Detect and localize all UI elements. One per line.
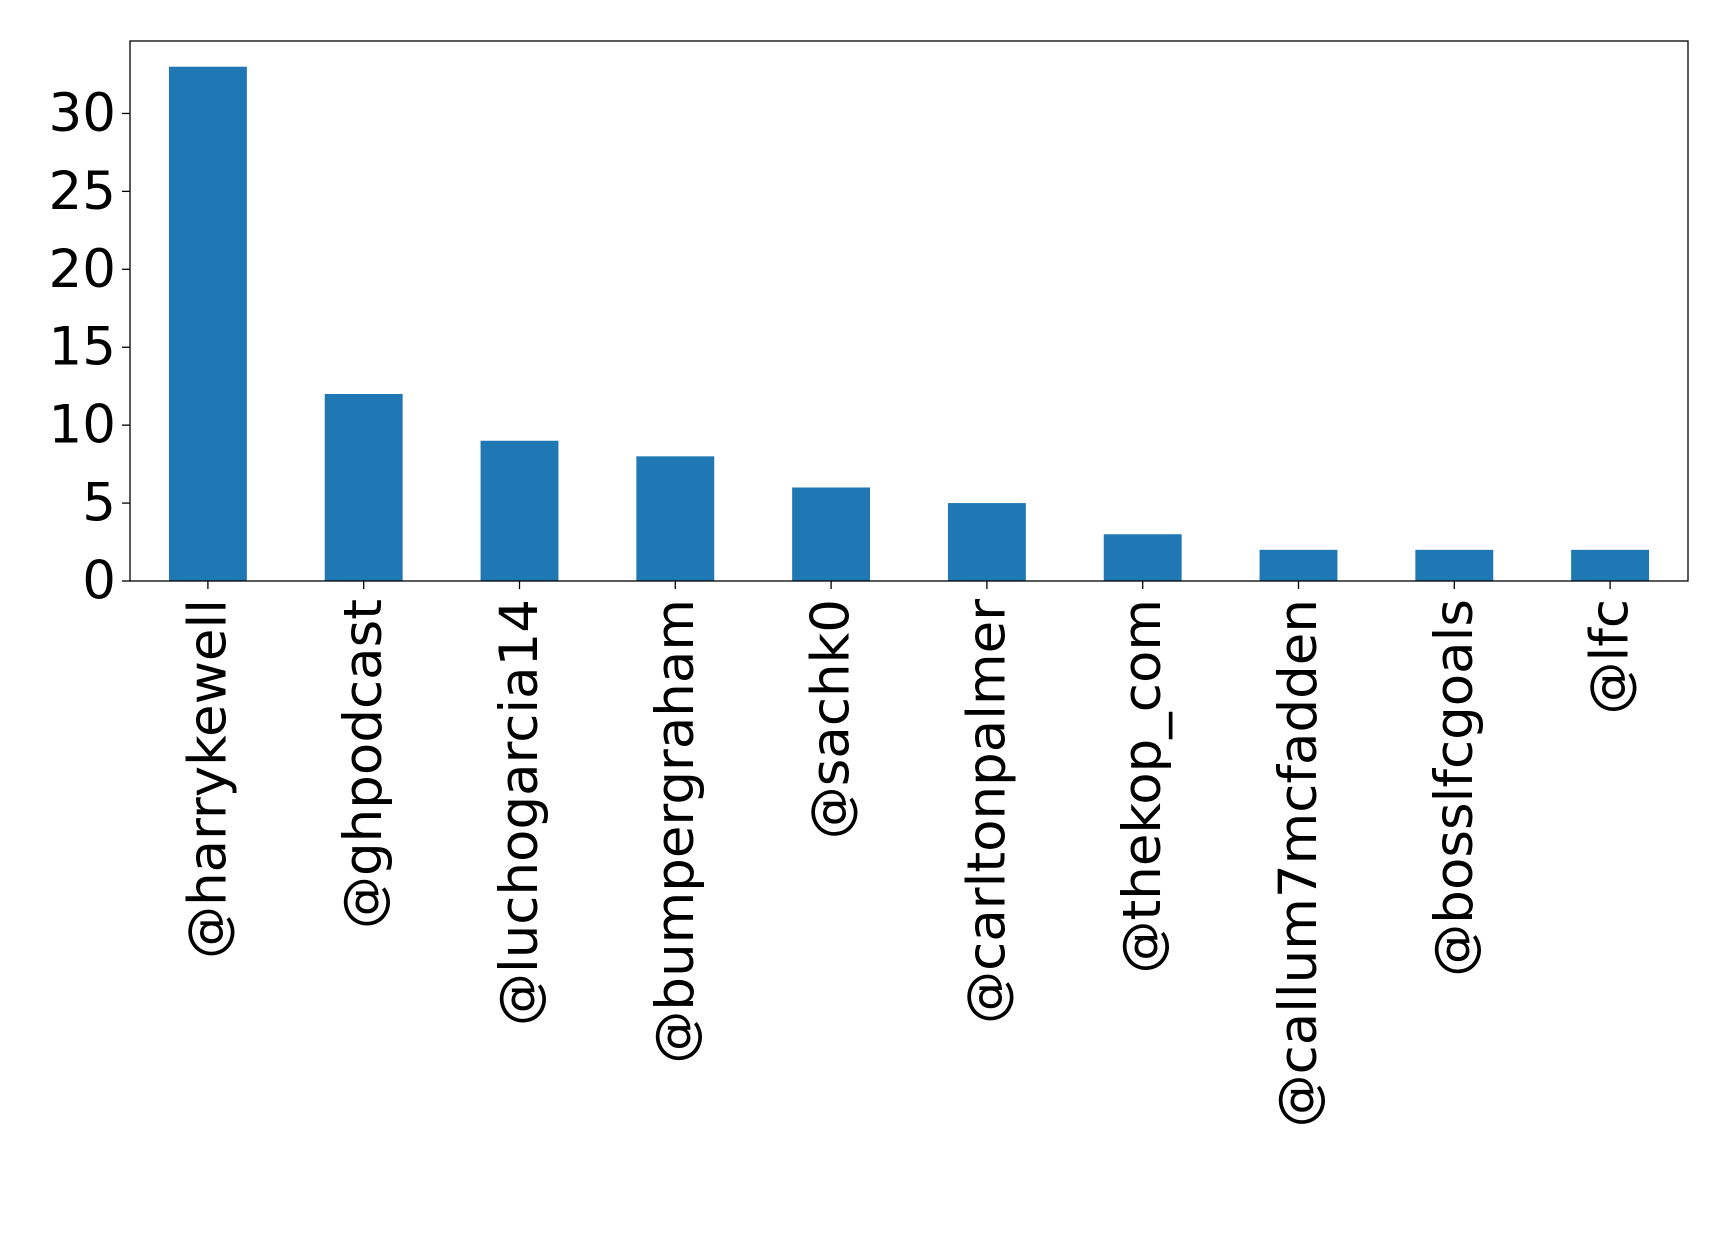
plot-frame	[129, 40, 1689, 582]
bars-group	[168, 66, 1650, 581]
bar-ghpodcast	[324, 393, 403, 581]
bar-harrykewell	[168, 66, 247, 581]
x-tick-label: @carltonpalmer	[956, 599, 1017, 1024]
bar-thekopcom	[1103, 534, 1182, 581]
y-tick-label: 5	[82, 473, 116, 534]
x-tick-label: @ghpodcast	[333, 599, 394, 929]
y-tick-label: 0	[82, 551, 116, 612]
x-tick-label: @harrykewell	[177, 599, 238, 959]
x-tick-label: @bosslfcgoals	[1424, 599, 1485, 977]
bar-lfc	[1571, 549, 1650, 581]
bar-sachk0	[792, 487, 871, 581]
y-tick-label: 25	[49, 161, 116, 222]
x-tick-label: @callum7mcfadden	[1268, 599, 1329, 1127]
y-tick-label: 20	[49, 239, 116, 300]
y-tick-label: 30	[49, 83, 116, 144]
x-tick-label: @bumpergraham	[645, 599, 706, 1064]
bar-bumpergraham	[636, 456, 715, 581]
bar-bosslfcgoals	[1415, 549, 1494, 581]
bar-luchogarcia14	[480, 440, 559, 581]
x-tick-label: @luchogarcia14	[489, 599, 550, 1026]
y-axis: 0 5 10 15 20 25 30	[49, 83, 130, 612]
y-tick-label: 15	[49, 317, 116, 378]
x-axis: @harrykewell @ghpodcast @luchogarcia14 @bum…	[177, 581, 1641, 1127]
x-tick-label: @thekop_com	[1112, 599, 1173, 974]
y-tick-label: 10	[49, 395, 116, 456]
bar-callum7mcfadden	[1259, 549, 1338, 581]
x-tick-label: @sachk0	[801, 599, 862, 839]
bar-carltonpalmer	[947, 503, 1026, 581]
x-tick-label: @lfc	[1580, 599, 1641, 715]
